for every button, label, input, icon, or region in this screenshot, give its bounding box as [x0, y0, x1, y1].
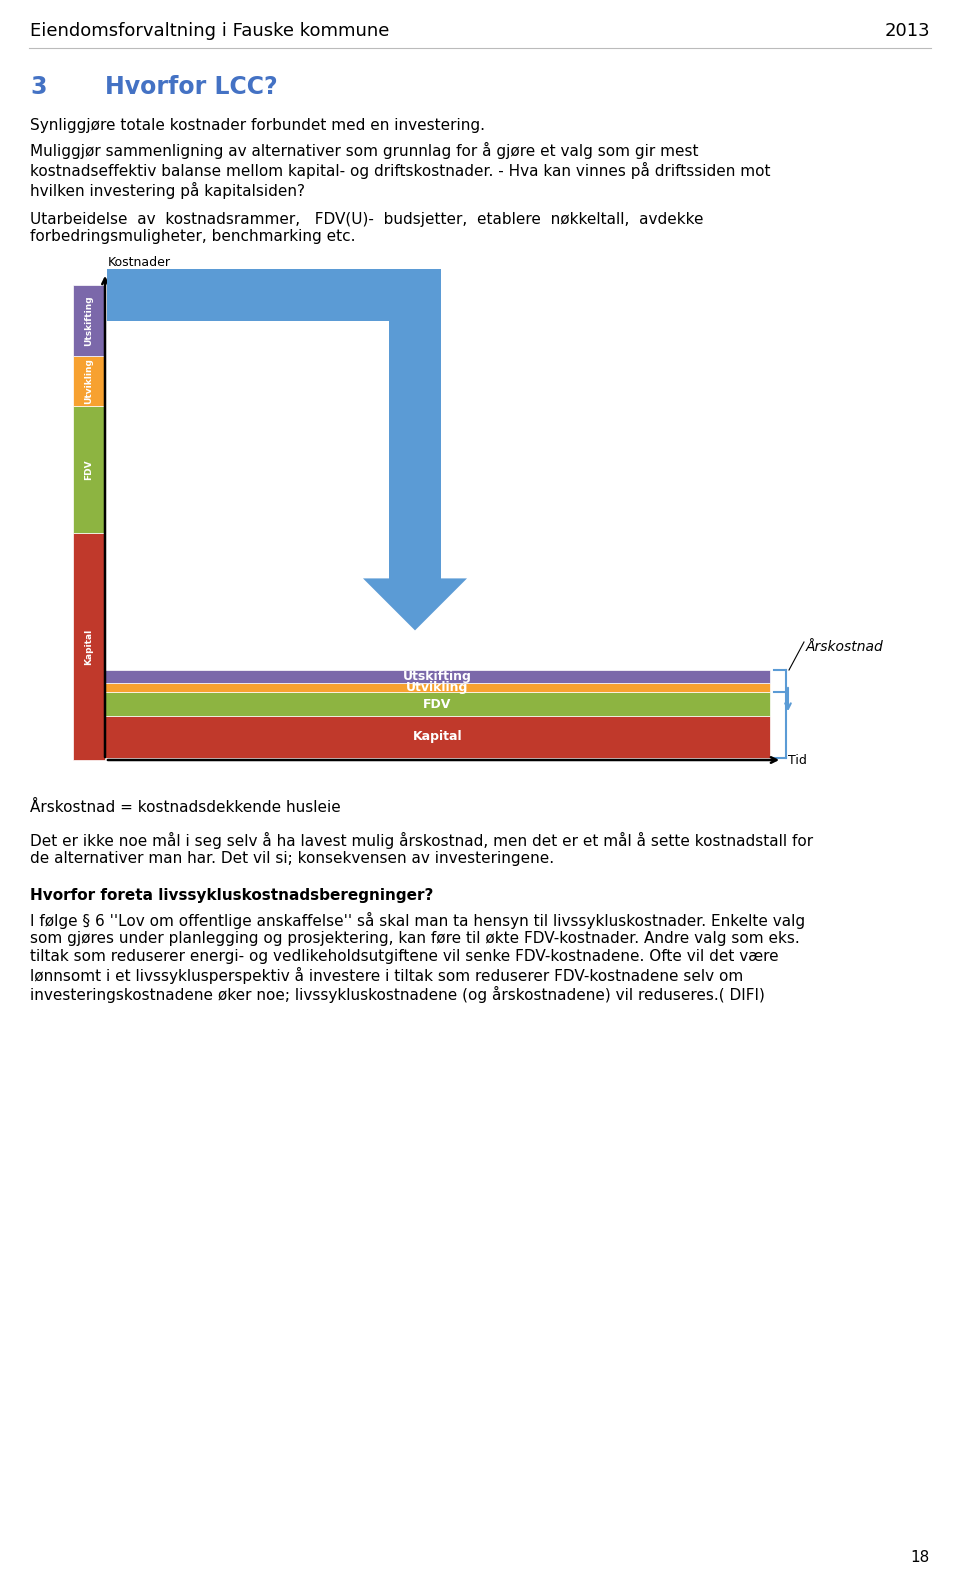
Text: FDV: FDV — [423, 697, 452, 711]
Bar — [105, 692, 770, 716]
Text: Kostnader: Kostnader — [108, 256, 171, 269]
Text: 3: 3 — [30, 75, 46, 99]
Text: Hvorfor LCC?: Hvorfor LCC? — [105, 75, 277, 99]
Text: Muliggjør sammenligning av alternativer som grunnlag for å gjøre et valg som gir: Muliggjør sammenligning av alternativer … — [30, 142, 771, 199]
Bar — [105, 683, 770, 692]
Text: Utskifting: Utskifting — [84, 296, 93, 345]
Text: Hvorfor foreta livssykluskostnadsberegninger?: Hvorfor foreta livssykluskostnadsberegni… — [30, 888, 433, 904]
Text: Utarbeidelse  av  kostnadsrammer,   FDV(U)-  budsjetter,  etablere  nøkkeltall, : Utarbeidelse av kostnadsrammer, FDV(U)- … — [30, 212, 704, 245]
Text: Utskifting: Utskifting — [403, 670, 472, 683]
Text: Synliggjøre totale kostnader forbundet med en investering.: Synliggjøre totale kostnader forbundet m… — [30, 118, 485, 134]
Polygon shape — [107, 269, 467, 630]
Bar — [73, 285, 105, 356]
Text: Kapital: Kapital — [413, 730, 463, 743]
Text: Utvikling: Utvikling — [84, 358, 93, 404]
Bar — [105, 670, 770, 683]
Text: Årskostnad = kostnadsdekkende husleie: Årskostnad = kostnadsdekkende husleie — [30, 800, 341, 815]
Bar — [73, 356, 105, 406]
Text: Kapital: Kapital — [84, 628, 93, 665]
Text: Tid: Tid — [788, 754, 806, 767]
Bar — [73, 406, 105, 533]
Text: Det er ikke noe mål i seg selv å ha lavest mulig årskostnad, men det er et mål å: Det er ikke noe mål i seg selv å ha lave… — [30, 832, 813, 867]
Text: Eiendomsforvaltning i Fauske kommune: Eiendomsforvaltning i Fauske kommune — [30, 22, 390, 40]
Text: 2013: 2013 — [884, 22, 930, 40]
Bar — [105, 716, 770, 757]
Text: Årskostnad: Årskostnad — [806, 640, 884, 654]
Text: I følge § 6 ''Lov om offentlige anskaffelse'' så skal man ta hensyn til livssykl: I følge § 6 ''Lov om offentlige anskaffe… — [30, 912, 805, 1004]
Bar — [73, 533, 105, 760]
Text: 18: 18 — [911, 1550, 930, 1566]
Text: Utvikling: Utvikling — [406, 681, 468, 694]
Text: FDV: FDV — [84, 460, 93, 479]
